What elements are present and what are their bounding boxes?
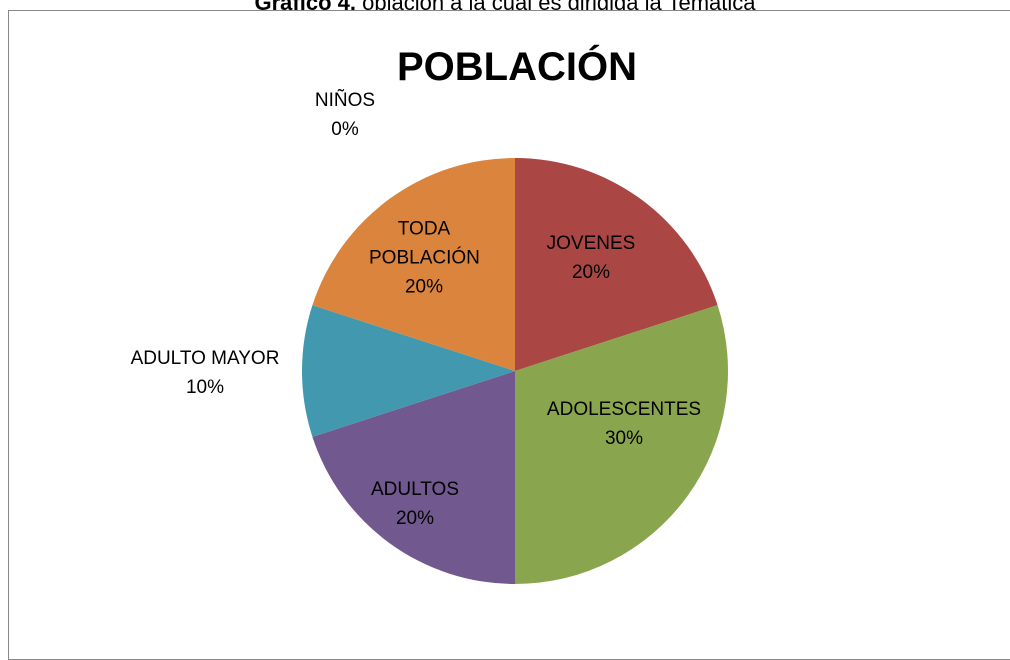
chart-title: POBLACIÓN: [397, 43, 637, 89]
category-label: TODA POBLACIÓN: [369, 218, 480, 269]
category-label: ADULTO MAYOR: [130, 348, 280, 369]
category-label: NIÑOS: [314, 90, 376, 111]
page: Gráfico 4. oblación a la cual es dirigid…: [8, 0, 1010, 660]
slice-label: ADOLESCENTES 30%: [524, 395, 724, 453]
category-label: ADOLESCENTES: [546, 399, 702, 420]
pie-slice: [302, 305, 515, 437]
pie-slice: [515, 158, 718, 371]
pie-slice: [312, 371, 515, 584]
value-label: 20%: [571, 262, 611, 283]
slice-label: NIÑOS 0%: [285, 86, 405, 144]
category-label: ADULTOS: [371, 479, 459, 500]
slice-label: ADULTO MAYOR 10%: [95, 344, 315, 402]
value-label: 0%: [331, 119, 359, 140]
value-label: 20%: [395, 508, 435, 529]
value-label: 20%: [404, 276, 444, 298]
slice-label: JOVENES 20%: [511, 229, 671, 287]
category-label: JOVENES: [546, 233, 636, 254]
pie-slice: [515, 305, 728, 584]
chart: POBLACIÓN: [302, 43, 728, 584]
pie-slice: [312, 158, 515, 371]
slice-label: ADULTOS 20%: [340, 475, 490, 533]
value-label: 10%: [185, 377, 225, 398]
slice-label: TODA POBLACIÓN 20%: [369, 215, 480, 302]
value-label: 30%: [604, 428, 644, 449]
